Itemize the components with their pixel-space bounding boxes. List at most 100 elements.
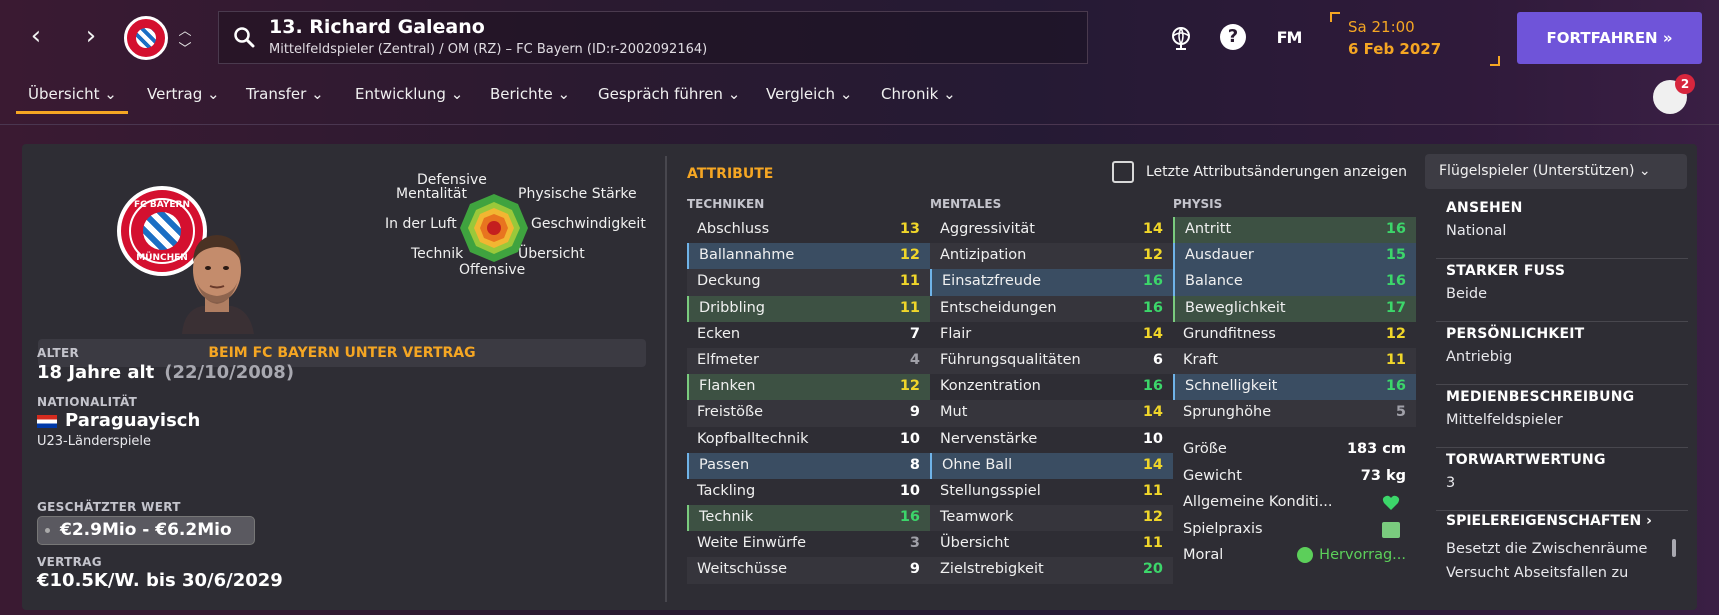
game-date[interactable]: Sa 21:00 6 Feb 2027 xyxy=(1330,12,1500,66)
attribute-row[interactable]: Ecken 7 xyxy=(687,322,930,348)
attribute-row[interactable]: Beweglichkeit 17 xyxy=(1173,295,1416,322)
radar-label-offensive: Offensive xyxy=(459,262,526,278)
attribute-name: Technik xyxy=(699,509,754,526)
side-info-value: Antriebig xyxy=(1446,349,1513,365)
attribute-name: Ausdauer xyxy=(1185,247,1254,264)
attribute-row[interactable]: Weitschüsse 9 xyxy=(687,557,930,584)
search-box[interactable]: 13. Richard Galeano Mittelfeldspieler (Z… xyxy=(218,11,1088,64)
attribute-row[interactable]: Grundfitness 12 xyxy=(1173,322,1416,348)
recent-changes-checkbox[interactable] xyxy=(1112,161,1134,183)
attribute-value: 11 xyxy=(1142,482,1163,499)
tab-history[interactable]: Chronik ⌄ xyxy=(881,85,956,103)
attribute-value: 10 xyxy=(899,430,920,447)
attribute-row[interactable]: Passen 8 xyxy=(687,452,930,479)
player-subtitle: Mittelfeldspieler (Zentral) / OM (RZ) – … xyxy=(269,42,708,57)
tab-development[interactable]: Entwicklung ⌄ xyxy=(355,85,464,103)
side-info-block: MEDIENBESCHREIBUNG Mittelfeldspieler xyxy=(1436,385,1688,448)
attribute-row[interactable]: Deckung 11 xyxy=(687,269,930,296)
attribute-row[interactable]: Freistöße 9 xyxy=(687,400,930,427)
attribute-value: 14 xyxy=(1142,325,1163,342)
tab-reports[interactable]: Berichte ⌄ xyxy=(490,85,571,103)
physical-attributes: Antritt 16 Ausdauer 15 Balance 16 Beweglichkei… xyxy=(1173,217,1416,427)
attribute-row[interactable]: Konzentration 16 xyxy=(930,374,1173,400)
side-info-value: National xyxy=(1446,223,1507,239)
attribute-row[interactable]: Tackling 10 xyxy=(687,479,930,505)
estimated-value-pill[interactable]: €2.9Mio - €6.2Mio xyxy=(37,516,255,545)
attribute-row[interactable]: Nervenstärke 10 xyxy=(930,427,1173,453)
attribute-row[interactable]: Aggressivität 14 xyxy=(930,217,1173,243)
stat-morale[interactable]: Moral Hervorrag... xyxy=(1183,547,1406,563)
attribute-row[interactable]: Einsatzfreude 16 xyxy=(930,269,1173,296)
tab-transfer[interactable]: Transfer ⌄ xyxy=(246,85,324,103)
role-select[interactable]: Flügelspieler (Unterstützen) ⌄ xyxy=(1425,154,1687,189)
attribute-row[interactable]: Flair 14 xyxy=(930,322,1173,348)
attribute-name: Balance xyxy=(1185,273,1243,290)
chevron-up-icon[interactable]: ︿ xyxy=(178,24,192,39)
radar-label-defensive: Defensive xyxy=(417,172,487,188)
morale-icon xyxy=(1297,547,1314,563)
attribute-row[interactable]: Mut 14 xyxy=(930,400,1173,427)
attribute-row[interactable]: Führungsqualitäten 6 xyxy=(930,347,1173,375)
nationality-value[interactable]: Paraguayisch xyxy=(37,410,200,431)
attribute-row[interactable]: Sprunghöhe 5 xyxy=(1173,400,1416,427)
radar-label-vision: Übersicht xyxy=(518,246,585,262)
attribute-row[interactable]: Antizipation 12 xyxy=(930,243,1173,270)
tab-compare[interactable]: Vergleich ⌄ xyxy=(766,85,853,103)
attribute-name: Antizipation xyxy=(940,247,1027,264)
social-avatar-icon[interactable]: 2 xyxy=(1653,74,1695,114)
attribute-name: Übersicht xyxy=(940,535,1010,552)
attribute-value: 15 xyxy=(1385,247,1406,264)
attribute-row[interactable]: Balance 16 xyxy=(1173,269,1416,296)
attribute-row[interactable]: Schnelligkeit 16 xyxy=(1173,374,1416,401)
radar-label-technique: Technik xyxy=(411,246,464,262)
attribute-row[interactable]: Antritt 16 xyxy=(1173,217,1416,244)
attribute-radar-chart xyxy=(460,194,528,262)
technical-attributes: Abschluss 13 Ballannahme 12 Deckung 11 Dribbli… xyxy=(687,217,930,584)
club-crest-icon[interactable] xyxy=(124,16,168,60)
attribute-name: Weitschüsse xyxy=(697,561,788,578)
attribute-row[interactable]: Elfmeter 4 xyxy=(687,347,930,375)
nationality-caps: U23-Länderspiele xyxy=(37,434,152,449)
attribute-row[interactable]: Teamwork 12 xyxy=(930,505,1173,532)
attribute-name: Freistöße xyxy=(697,404,764,421)
attribute-row[interactable]: Dribbling 11 xyxy=(687,295,930,322)
heart-icon xyxy=(1382,495,1400,510)
forward-arrow-icon[interactable]: › xyxy=(85,21,97,51)
attribute-row[interactable]: Ohne Ball 14 xyxy=(930,452,1173,479)
attribute-value: 16 xyxy=(1385,378,1406,395)
chevron-down-icon[interactable]: ﹀ xyxy=(178,42,192,57)
back-arrow-icon[interactable]: ‹ xyxy=(30,21,42,51)
attribute-row[interactable]: Entscheidungen 16 xyxy=(930,295,1173,322)
tab-conversation[interactable]: Gespräch führen ⌄ xyxy=(598,85,741,103)
attribute-name: Flair xyxy=(940,325,972,342)
attribute-value: 8 xyxy=(909,456,920,473)
attribute-row[interactable]: Stellungsspiel 11 xyxy=(930,479,1173,505)
attribute-row[interactable]: Übersicht 11 xyxy=(930,531,1173,557)
attribute-row[interactable]: Kopfballtechnik 10 xyxy=(687,427,930,453)
attribute-row[interactable]: Ausdauer 15 xyxy=(1173,243,1416,270)
attribute-row[interactable]: Kraft 11 xyxy=(1173,347,1416,375)
attribute-row[interactable]: Abschluss 13 xyxy=(687,217,930,243)
continue-button[interactable]: FORTFAHREN » xyxy=(1517,12,1702,64)
nationality-label: NATIONALITÄT xyxy=(37,395,138,409)
help-icon[interactable]: ? xyxy=(1220,24,1246,50)
top-bar: ‹ › ︿ ﹀ 13. Richard Galeano Mittelfeldsp… xyxy=(0,0,1719,76)
traits-scrollbar[interactable] xyxy=(1672,539,1676,557)
player-traits-link[interactable]: SPIELEREIGENSCHAFTEN › xyxy=(1446,513,1652,529)
player-stats: Größe 183 cm Gewicht 73 kg Allgemeine Kond… xyxy=(1173,436,1416,569)
attribute-row[interactable]: Zielstrebigkeit 20 xyxy=(930,557,1173,584)
attribute-row[interactable]: Ballannahme 12 xyxy=(687,243,930,270)
fm-logo[interactable]: FM xyxy=(1276,28,1303,47)
attribute-value: 14 xyxy=(1142,404,1163,421)
tab-overview[interactable]: Übersicht ⌄ xyxy=(16,80,128,116)
attribute-value: 20 xyxy=(1142,561,1163,578)
attribute-row[interactable]: Flanken 12 xyxy=(687,374,930,401)
globe-icon[interactable] xyxy=(1167,24,1195,52)
mental-attributes: Aggressivität 14 Antizipation 12 Einsatzfreu… xyxy=(930,217,1173,584)
tab-contract[interactable]: Vertrag ⌄ xyxy=(147,85,220,103)
attribute-row[interactable]: Weite Einwürfe 3 xyxy=(687,531,930,557)
attribute-row[interactable]: Technik 16 xyxy=(687,505,930,532)
attribute-name: Ecken xyxy=(697,325,741,342)
side-info-value: 3 xyxy=(1446,475,1456,491)
attribute-name: Abschluss xyxy=(697,221,770,237)
